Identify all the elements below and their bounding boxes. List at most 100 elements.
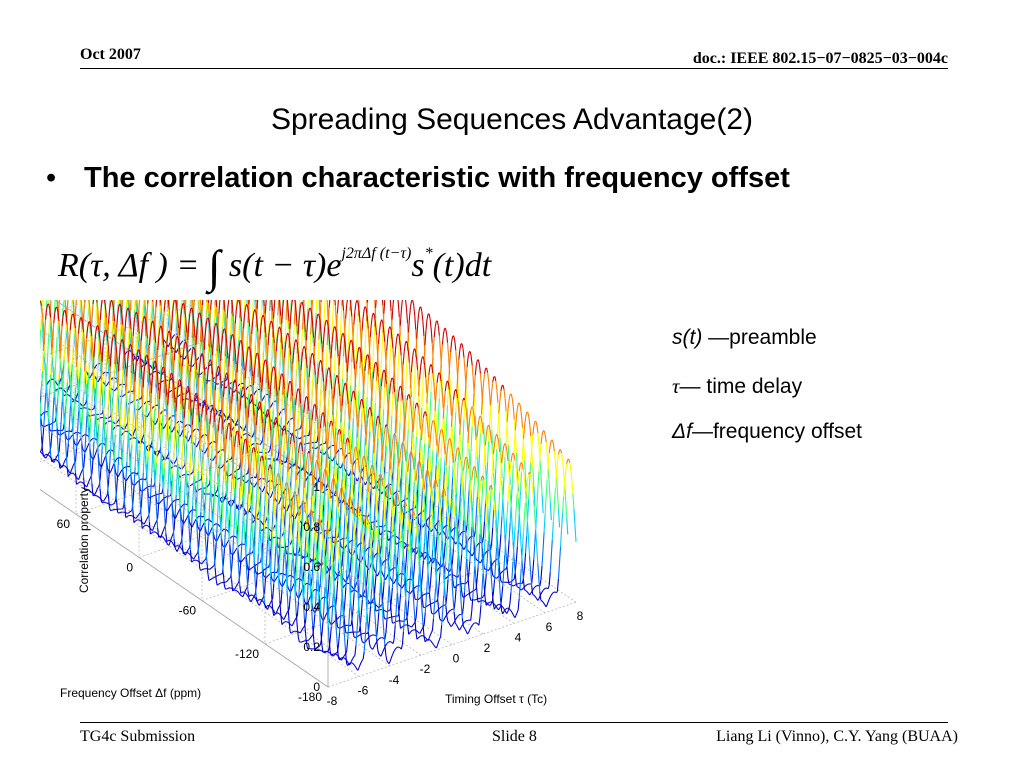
- mesh-segment: [146, 415, 149, 418]
- mesh-segment: [123, 466, 126, 469]
- mesh-segment: [56, 388, 58, 391]
- mesh-segment: [201, 300, 204, 306]
- mesh-segment: [52, 363, 55, 383]
- mesh-segment: [76, 359, 80, 380]
- mesh-segment: [223, 414, 226, 417]
- mesh-segment: [158, 451, 161, 453]
- mesh-segment: [94, 366, 97, 369]
- formula-lhs: R(τ, Δf ) =: [58, 247, 208, 284]
- mesh-segment: [86, 445, 89, 449]
- mesh-segment: [182, 398, 185, 401]
- mesh-segment: [48, 315, 51, 334]
- mesh-segment: [62, 432, 64, 435]
- mesh-segment: [141, 364, 144, 367]
- mesh-segment: [102, 458, 105, 463]
- mesh-segment: [86, 483, 89, 488]
- mesh-segment: [205, 366, 208, 369]
- mesh-segment: [179, 342, 182, 345]
- mesh-segment: [250, 398, 253, 402]
- mesh-segment: [245, 473, 248, 475]
- mesh-segment: [66, 437, 68, 440]
- mesh-segment: [92, 441, 95, 460]
- mesh-segment: [88, 478, 91, 482]
- mesh-segment: [110, 393, 113, 416]
- mesh-segment: [46, 383, 49, 405]
- mesh-segment: [144, 300, 147, 312]
- mesh-segment: [56, 306, 59, 312]
- mesh-segment: [71, 397, 74, 400]
- mesh-segment: [74, 328, 77, 343]
- mesh-segment: [220, 466, 223, 469]
- mesh-segment: [101, 425, 104, 447]
- surface-plot: 10.80.60.40.20-8-6-4-202468180120600-60-…: [40, 300, 584, 708]
- mesh-segment: [127, 391, 129, 394]
- z-gridline: [40, 329, 329, 528]
- mesh-segment: [250, 477, 253, 479]
- mesh-segment: [218, 413, 221, 416]
- mesh-segment: [63, 431, 65, 434]
- mesh-segment: [175, 350, 178, 353]
- legend-time-delay: τ— time delay: [672, 374, 802, 399]
- mesh-segment: [237, 468, 239, 471]
- mesh-segment: [71, 464, 74, 468]
- mesh-segment: [258, 478, 261, 481]
- mesh-segment: [111, 320, 114, 341]
- mesh-segment: [48, 303, 51, 309]
- mesh-segment: [207, 407, 210, 410]
- mesh-segment: [40, 436, 44, 452]
- mesh-segment: [323, 300, 326, 318]
- mesh-segment: [121, 300, 124, 308]
- mesh-segment: [85, 415, 88, 437]
- mesh-segment: [99, 376, 102, 379]
- mesh-segment: [146, 445, 149, 448]
- mesh-segment: [243, 433, 246, 436]
- mesh-segment: [172, 347, 175, 350]
- mesh-segment: [84, 401, 87, 405]
- mesh-segment: [287, 420, 290, 423]
- mesh-segment: [64, 321, 67, 341]
- mesh-segment: [226, 417, 229, 421]
- mesh-segment: [181, 429, 184, 433]
- mesh-segment: [96, 355, 99, 377]
- mesh-segment: [59, 379, 62, 383]
- mesh-segment: [92, 407, 95, 410]
- mesh-segment: [58, 461, 61, 469]
- formula-body-a: s(t − τ)e: [228, 247, 342, 284]
- mesh-segment: [44, 392, 47, 412]
- mesh-segment: [196, 358, 199, 361]
- mesh-segment: [119, 324, 122, 345]
- mesh-segment: [201, 330, 204, 352]
- mesh-segment: [269, 300, 271, 311]
- mesh-segment: [97, 380, 100, 383]
- mesh-segment: [141, 440, 143, 443]
- mesh-segment: [295, 429, 297, 432]
- mesh-segment: [53, 459, 56, 463]
- mesh-segment: [52, 459, 55, 461]
- mesh-segment: [114, 388, 117, 391]
- mesh-segment: [103, 443, 105, 445]
- mesh-segment: [126, 515, 129, 518]
- mesh-segment: [126, 477, 129, 481]
- mesh-segment: [115, 472, 118, 476]
- mesh-segment: [66, 362, 69, 384]
- mesh-segment: [141, 522, 144, 524]
- mesh-segment: [66, 329, 69, 348]
- mesh-segment: [40, 300, 43, 306]
- mesh-segment: [133, 357, 136, 360]
- mesh-segment: [244, 425, 247, 429]
- mesh-segment: [238, 468, 240, 470]
- mesh-segment: [209, 442, 212, 445]
- mesh-segment: [125, 516, 128, 519]
- mesh-segment: [127, 476, 130, 479]
- mesh-segment: [47, 454, 50, 456]
- legend-text: —frequency offset: [691, 420, 862, 443]
- mesh-segment: [146, 448, 149, 451]
- mesh-segment: [340, 305, 343, 328]
- mesh-segment: [42, 451, 45, 457]
- mesh-segment: [96, 300, 98, 303]
- mesh-segment: [82, 434, 85, 437]
- mesh-segment: [79, 402, 82, 405]
- mesh-segment: [128, 511, 131, 513]
- mesh-segment: [218, 450, 221, 453]
- mesh-segment: [102, 317, 106, 337]
